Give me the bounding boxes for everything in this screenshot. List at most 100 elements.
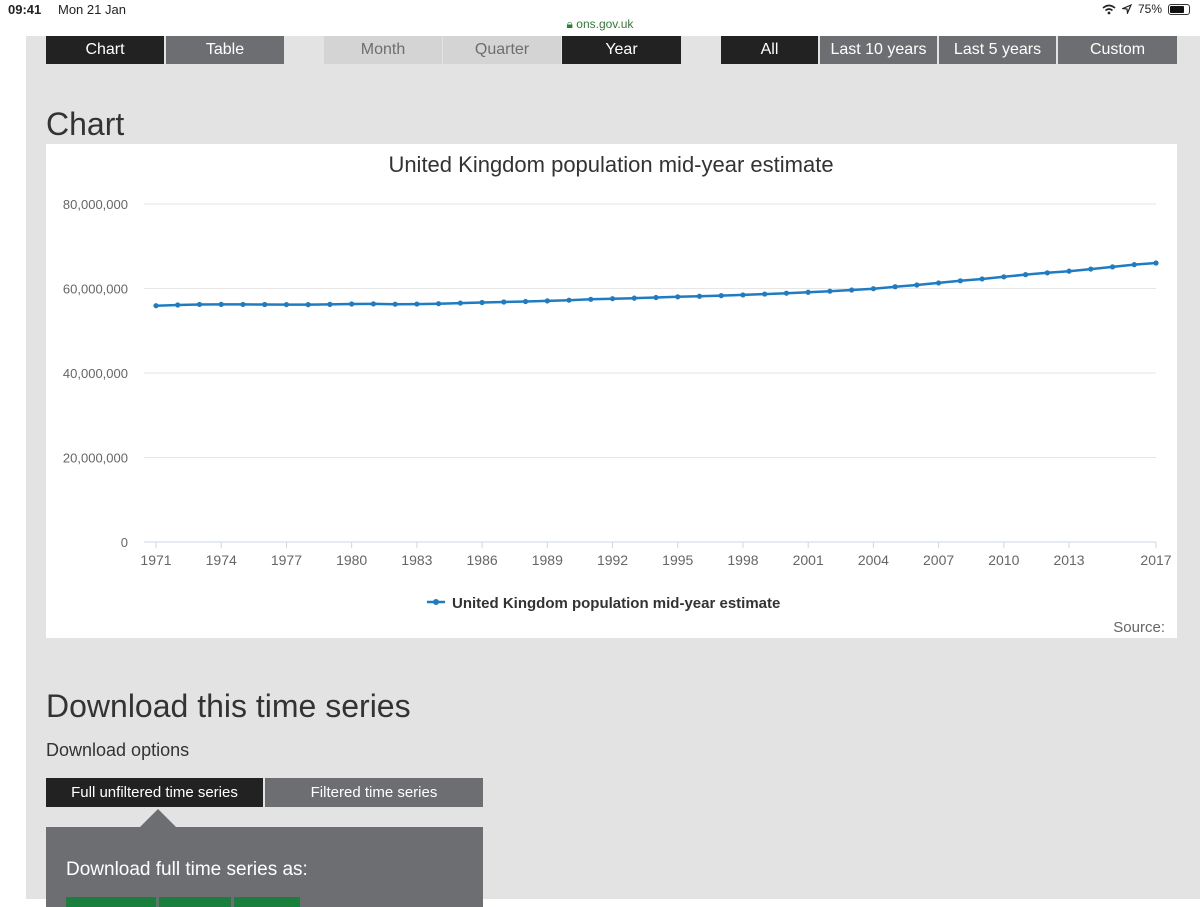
data-point bbox=[153, 303, 159, 309]
data-point bbox=[370, 301, 376, 307]
x-tick-label: 1989 bbox=[532, 552, 563, 568]
chart-view-button[interactable]: Chart bbox=[46, 36, 164, 64]
status-bar: 09:41 Mon 21 Jan 🔒︎ ons.gov.uk 75% bbox=[0, 0, 1200, 36]
x-tick-label: 1998 bbox=[727, 552, 758, 568]
data-point bbox=[436, 301, 442, 307]
y-tick-label: 80,000,000 bbox=[63, 197, 128, 212]
x-tick-label: 2013 bbox=[1053, 552, 1084, 568]
data-point bbox=[501, 299, 507, 305]
data-point bbox=[544, 298, 550, 304]
status-time: 09:41 bbox=[8, 2, 42, 17]
data-point bbox=[1066, 268, 1072, 274]
data-point bbox=[240, 301, 246, 308]
data-point bbox=[283, 301, 290, 308]
x-tick-label: 1974 bbox=[206, 552, 237, 568]
data-point bbox=[1001, 274, 1007, 280]
y-tick-label: 0 bbox=[121, 535, 128, 550]
data-point bbox=[892, 284, 898, 290]
chart-card: United Kingdom population mid-year estim… bbox=[46, 144, 1177, 638]
x-tick-label: 1995 bbox=[662, 552, 693, 568]
range-last-10-years-button[interactable]: Last 10 years bbox=[820, 36, 937, 64]
x-tick-label: 1992 bbox=[597, 552, 628, 568]
location-arrow-icon bbox=[1121, 4, 1132, 14]
table-view-button[interactable]: Table bbox=[166, 36, 284, 64]
data-point bbox=[740, 292, 746, 298]
y-tick-label: 60,000,000 bbox=[63, 282, 128, 297]
data-point bbox=[957, 278, 963, 284]
x-tick-label: 2004 bbox=[858, 552, 889, 568]
data-point bbox=[849, 287, 855, 293]
data-point bbox=[566, 297, 572, 303]
status-right: 75% bbox=[1102, 2, 1190, 16]
data-point bbox=[457, 300, 463, 306]
data-point bbox=[349, 301, 355, 307]
data-point bbox=[914, 282, 920, 288]
data-point bbox=[175, 302, 181, 308]
data-point bbox=[675, 294, 681, 300]
data-point bbox=[936, 280, 942, 286]
data-point bbox=[327, 301, 333, 307]
x-tick-label: 2007 bbox=[923, 552, 954, 568]
chart-title: United Kingdom population mid-year estim… bbox=[388, 152, 833, 177]
download-panel-text: Download full time series as: bbox=[66, 859, 308, 880]
data-point bbox=[1022, 272, 1029, 278]
range-all-button[interactable]: All bbox=[721, 36, 818, 64]
data-point bbox=[609, 296, 616, 302]
x-tick-label: 1980 bbox=[336, 552, 367, 568]
lock-icon: 🔒︎ bbox=[566, 17, 573, 31]
data-point bbox=[762, 291, 768, 297]
data-point bbox=[870, 286, 876, 292]
x-tick-label: 2001 bbox=[793, 552, 824, 568]
legend-label: United Kingdom population mid-year estim… bbox=[452, 595, 780, 612]
url-text: ons.gov.uk bbox=[576, 17, 634, 31]
data-point bbox=[262, 301, 268, 308]
x-tick-label: 1983 bbox=[401, 552, 432, 568]
data-point bbox=[392, 301, 398, 307]
data-point bbox=[1044, 270, 1050, 276]
month-button[interactable]: Month bbox=[324, 36, 442, 64]
address-bar[interactable]: 🔒︎ ons.gov.uk bbox=[0, 17, 1200, 32]
data-point bbox=[1088, 266, 1094, 272]
data-point bbox=[827, 288, 833, 294]
data-point bbox=[479, 299, 485, 306]
battery-percent: 75% bbox=[1137, 2, 1162, 16]
data-point bbox=[196, 301, 203, 308]
data-point bbox=[631, 295, 637, 301]
quarter-button[interactable]: Quarter bbox=[443, 36, 561, 64]
y-tick-label: 20,000,000 bbox=[63, 451, 128, 466]
data-point bbox=[783, 290, 790, 296]
data-point bbox=[1153, 260, 1159, 266]
download-options-label: Download options bbox=[46, 740, 190, 760]
download-heading: Download this time series bbox=[46, 688, 411, 724]
x-tick-label: 1977 bbox=[271, 552, 302, 568]
data-point bbox=[588, 296, 594, 302]
status-date: Mon 21 Jan bbox=[58, 2, 126, 17]
year-button[interactable]: Year bbox=[562, 36, 681, 64]
legend-marker bbox=[433, 599, 439, 605]
chart-source: Source: bbox=[1113, 619, 1165, 636]
x-tick-label: 2010 bbox=[988, 552, 1019, 568]
battery-icon bbox=[1168, 3, 1190, 15]
range-custom-button[interactable]: Custom bbox=[1058, 36, 1177, 64]
x-tick-label: 1986 bbox=[467, 552, 498, 568]
data-point bbox=[305, 302, 311, 308]
data-point bbox=[696, 293, 703, 299]
wifi-icon bbox=[1102, 4, 1116, 14]
download-panel: Download full time series as: bbox=[46, 827, 483, 907]
data-point bbox=[522, 298, 529, 305]
full-unfiltered-tab[interactable]: Full unfiltered time series bbox=[46, 778, 263, 807]
data-point bbox=[1109, 264, 1116, 270]
range-last-5-years-button[interactable]: Last 5 years bbox=[939, 36, 1056, 64]
data-point bbox=[653, 294, 659, 301]
filtered-tab[interactable]: Filtered time series bbox=[265, 778, 483, 807]
x-tick-label: 1971 bbox=[140, 552, 171, 568]
x-tick-label: 2017 bbox=[1140, 552, 1171, 568]
tab-pointer bbox=[140, 809, 176, 827]
population-line-chart: United Kingdom population mid-year estim… bbox=[63, 152, 1172, 612]
data-point bbox=[805, 289, 811, 295]
page-content: Chart Table Month Quarter Year All Last … bbox=[26, 36, 1200, 907]
data-point bbox=[218, 301, 224, 308]
chart-heading: Chart bbox=[46, 106, 125, 142]
data-point bbox=[1131, 262, 1137, 268]
y-tick-label: 40,000,000 bbox=[63, 366, 128, 381]
